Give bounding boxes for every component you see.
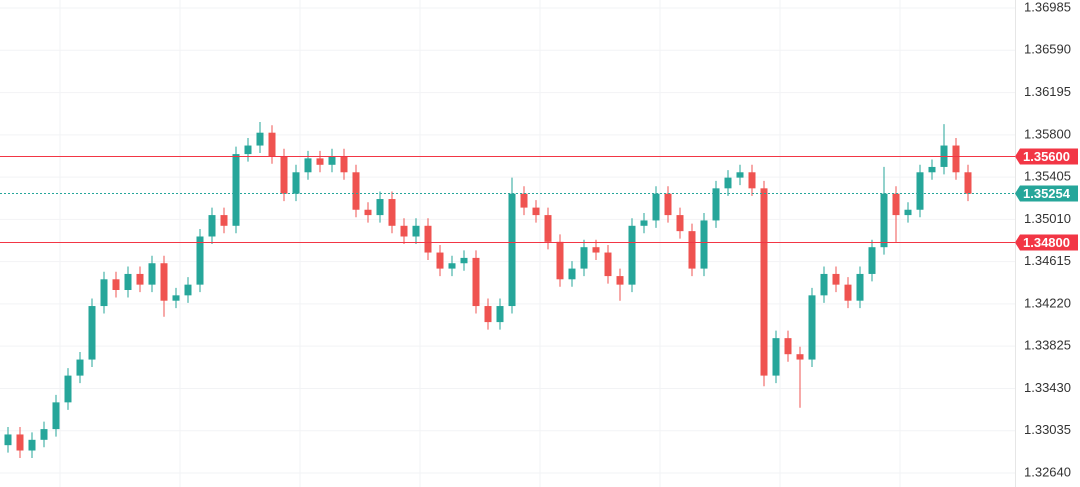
candle-body bbox=[688, 231, 696, 269]
candle-body bbox=[268, 132, 276, 157]
candle-body bbox=[124, 273, 132, 290]
candle-body bbox=[196, 236, 204, 285]
candle-body bbox=[880, 193, 888, 248]
candle-body bbox=[604, 252, 612, 277]
candle-body bbox=[100, 279, 108, 307]
candle-body bbox=[220, 215, 228, 226]
candle-body bbox=[676, 215, 684, 232]
candle-body bbox=[652, 193, 660, 221]
candle-body bbox=[928, 166, 936, 173]
candle-body bbox=[460, 257, 468, 264]
y-tick-label: 1.33430 bbox=[1024, 380, 1071, 395]
candle-body bbox=[556, 241, 564, 280]
candle-body bbox=[64, 375, 72, 403]
y-tick-label: 1.35405 bbox=[1024, 169, 1071, 184]
candle-body bbox=[904, 209, 912, 216]
candle-body bbox=[400, 225, 408, 237]
candle-body bbox=[820, 273, 828, 296]
candle-body bbox=[544, 215, 552, 242]
candle-body bbox=[340, 156, 348, 173]
candle-body bbox=[436, 252, 444, 269]
y-tick-label: 1.33825 bbox=[1024, 338, 1071, 353]
price-label: 1.35600 bbox=[1023, 149, 1070, 164]
candle-body bbox=[628, 225, 636, 285]
candle-body bbox=[232, 154, 240, 226]
price-label-box bbox=[1015, 234, 1078, 251]
y-tick-label: 1.35010 bbox=[1024, 211, 1071, 226]
candle-body bbox=[856, 273, 864, 301]
candle-body bbox=[448, 263, 456, 269]
candle-body bbox=[916, 172, 924, 210]
candle-body bbox=[328, 156, 336, 165]
candle-body bbox=[892, 193, 900, 216]
candle-body bbox=[772, 338, 780, 376]
price-label-box bbox=[1015, 148, 1078, 165]
candle-body bbox=[964, 172, 972, 194]
candle-body bbox=[52, 402, 60, 430]
price-label: 1.35254 bbox=[1023, 186, 1071, 201]
candle-body bbox=[208, 215, 216, 237]
candle-body bbox=[316, 158, 324, 165]
candle-body bbox=[736, 172, 744, 178]
candle-body bbox=[796, 354, 804, 360]
candle-body bbox=[76, 359, 84, 376]
candle-body bbox=[844, 284, 852, 301]
candle-body bbox=[832, 273, 840, 285]
candle-body bbox=[88, 306, 96, 360]
candle-body bbox=[664, 193, 672, 216]
y-tick-label: 1.34615 bbox=[1024, 253, 1071, 268]
candle-body bbox=[256, 132, 264, 146]
candle-body bbox=[292, 172, 300, 194]
candle-body bbox=[4, 434, 12, 446]
candle-body bbox=[952, 145, 960, 173]
candle-body bbox=[28, 439, 36, 451]
candle-body bbox=[16, 434, 24, 451]
y-tick-label: 1.34220 bbox=[1024, 295, 1071, 310]
y-tick-label: 1.36985 bbox=[1024, 0, 1071, 14]
candle-body bbox=[532, 207, 540, 216]
candle-body bbox=[616, 276, 624, 285]
candle-body bbox=[40, 429, 48, 440]
price-label: 1.34800 bbox=[1023, 235, 1070, 250]
candle-body bbox=[748, 172, 756, 189]
y-tick-label: 1.32640 bbox=[1024, 464, 1071, 479]
candle-body bbox=[304, 158, 312, 173]
candle-body bbox=[424, 225, 432, 253]
candle-body bbox=[280, 156, 288, 194]
candle-body bbox=[148, 263, 156, 285]
candle-body bbox=[508, 193, 516, 307]
candle-body bbox=[160, 263, 168, 301]
y-tick-label: 1.36590 bbox=[1024, 42, 1071, 57]
candle-body bbox=[640, 220, 648, 226]
y-tick-label: 1.35800 bbox=[1024, 126, 1071, 141]
candle-body bbox=[700, 220, 708, 269]
candle-body bbox=[568, 268, 576, 280]
candle-body bbox=[136, 273, 144, 285]
candle-body bbox=[352, 172, 360, 210]
candle-body bbox=[760, 188, 768, 376]
candle-body bbox=[376, 199, 384, 216]
candle-body bbox=[472, 257, 480, 307]
candle-body bbox=[520, 193, 528, 208]
candle-body bbox=[868, 247, 876, 274]
candle-body bbox=[112, 279, 120, 290]
candle-body bbox=[712, 188, 720, 221]
y-tick-label: 1.33035 bbox=[1024, 422, 1071, 437]
candle-body bbox=[484, 306, 492, 323]
candle-body bbox=[244, 145, 252, 155]
price-label-box bbox=[1015, 185, 1078, 202]
candle-body bbox=[364, 209, 372, 216]
candle-body bbox=[784, 338, 792, 355]
candle-body bbox=[172, 295, 180, 301]
candle-body bbox=[580, 247, 588, 269]
candle-body bbox=[808, 295, 816, 360]
candle-body bbox=[388, 199, 396, 226]
candle-body bbox=[724, 177, 732, 189]
candle-body bbox=[412, 225, 420, 237]
candle-body bbox=[592, 247, 600, 253]
y-tick-label: 1.36195 bbox=[1024, 84, 1071, 99]
candle-body bbox=[496, 306, 504, 323]
candle-body bbox=[184, 284, 192, 296]
